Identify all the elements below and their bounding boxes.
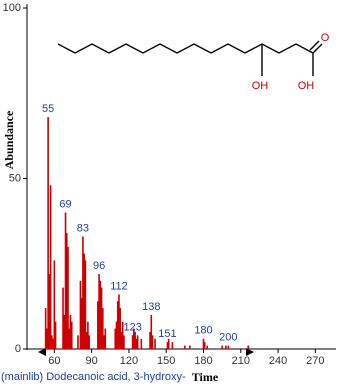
peak-bar: [103, 335, 105, 349]
peak-bar: [118, 294, 120, 349]
peak-bar: [115, 321, 118, 349]
peak-label: 180: [194, 325, 212, 337]
x-tick-label: 210: [232, 355, 250, 367]
peak-bar: [171, 342, 174, 349]
peak-label: 96: [93, 260, 105, 272]
peak-bar: [87, 321, 89, 349]
peak-bar: [121, 321, 124, 349]
peak-bar: [84, 260, 87, 349]
peak-bar: [85, 331, 88, 349]
peak-bar: [225, 345, 227, 349]
structure: [57, 40, 323, 76]
peak-bar: [102, 308, 104, 349]
peak-bar: [203, 342, 206, 349]
peak-bar: [48, 273, 51, 349]
peak-label: 123: [123, 321, 141, 333]
peak-label: 112: [110, 280, 128, 292]
bond: [312, 43, 323, 54]
peak-bar: [136, 335, 139, 349]
peak-bar: [120, 331, 123, 349]
peak-bar: [167, 338, 170, 349]
peak-bar: [49, 185, 52, 349]
peak-bar: [68, 328, 71, 349]
peak-bar: [46, 328, 48, 349]
bond: [309, 40, 320, 51]
x-tick-label: 90: [86, 355, 98, 367]
peak-bar: [134, 331, 136, 349]
peak-label: 138: [142, 301, 160, 313]
peak-bar: [62, 287, 64, 349]
range-marker: [246, 348, 254, 356]
y-tick-label: 100: [3, 2, 21, 14]
range-marker: [38, 348, 46, 356]
peak-bar: [151, 335, 154, 349]
peak-bar: [149, 331, 151, 349]
peak-bar: [202, 338, 205, 349]
peak-bar: [47, 117, 49, 350]
peak-bar: [69, 314, 72, 349]
peak-bar: [83, 253, 85, 349]
x-tick-label: 120: [120, 355, 138, 367]
peak-bar: [77, 335, 79, 349]
peak-bar: [206, 345, 209, 349]
peak-bar: [53, 260, 56, 349]
peak-bar: [140, 338, 143, 349]
peak-bar: [104, 328, 107, 349]
peak-bar: [63, 314, 66, 349]
peak-label: 200: [219, 331, 237, 343]
peak-bar: [150, 314, 153, 349]
peak-bar: [52, 338, 54, 349]
peak-bar: [247, 345, 250, 349]
peak-bar: [189, 345, 191, 349]
peak-bar: [88, 335, 90, 349]
y-tick-label: 50: [9, 172, 21, 184]
peak-bar: [82, 236, 84, 349]
x-tick-label: 270: [306, 355, 324, 367]
structure-label: OH: [252, 80, 269, 92]
peak-bar: [119, 308, 122, 349]
peak-label: 69: [59, 199, 71, 211]
caption: (mainlib) Dodecanoic acid, 3-hydroxy-: [1, 371, 186, 383]
peak-label: 151: [158, 328, 176, 340]
peak-bar: [227, 345, 230, 349]
chain: [57, 43, 314, 54]
peak-bar: [99, 280, 102, 349]
peak-bar: [100, 287, 103, 349]
peak-bar: [116, 301, 119, 349]
peak-label: 55: [42, 103, 54, 115]
peak-bar: [51, 335, 53, 349]
x-tick-label: 240: [269, 355, 287, 367]
peak-bar: [221, 345, 223, 349]
peak-bar: [98, 273, 100, 349]
peak-bar: [154, 338, 156, 349]
peak-bar: [79, 280, 82, 349]
peak-label: 83: [77, 222, 89, 234]
peak-bar: [64, 212, 67, 349]
peak-bar: [166, 342, 169, 349]
peak-bar: [135, 338, 138, 349]
peak-bar: [44, 308, 47, 349]
peak-bar: [70, 321, 73, 349]
peak-bar: [184, 345, 186, 349]
peak-bar: [133, 328, 135, 349]
y-axis-label: Abundance: [2, 110, 16, 169]
x-tick-label: 150: [157, 355, 175, 367]
peak-bar: [131, 335, 134, 349]
structure-label: OH: [298, 80, 315, 92]
x-axis-label: Time: [192, 370, 219, 384]
y-tick-label: 0: [15, 343, 21, 355]
peak-bar: [67, 246, 69, 349]
x-tick-label: 60: [48, 355, 60, 367]
peak-bar: [123, 335, 125, 349]
x-tick-label: 180: [194, 355, 212, 367]
peak-bar: [80, 297, 83, 349]
structure-label: O: [321, 32, 330, 44]
peak-bar: [97, 301, 99, 349]
peak-bar: [65, 233, 68, 349]
peak-bar: [54, 321, 57, 349]
peak-bar: [114, 328, 117, 349]
